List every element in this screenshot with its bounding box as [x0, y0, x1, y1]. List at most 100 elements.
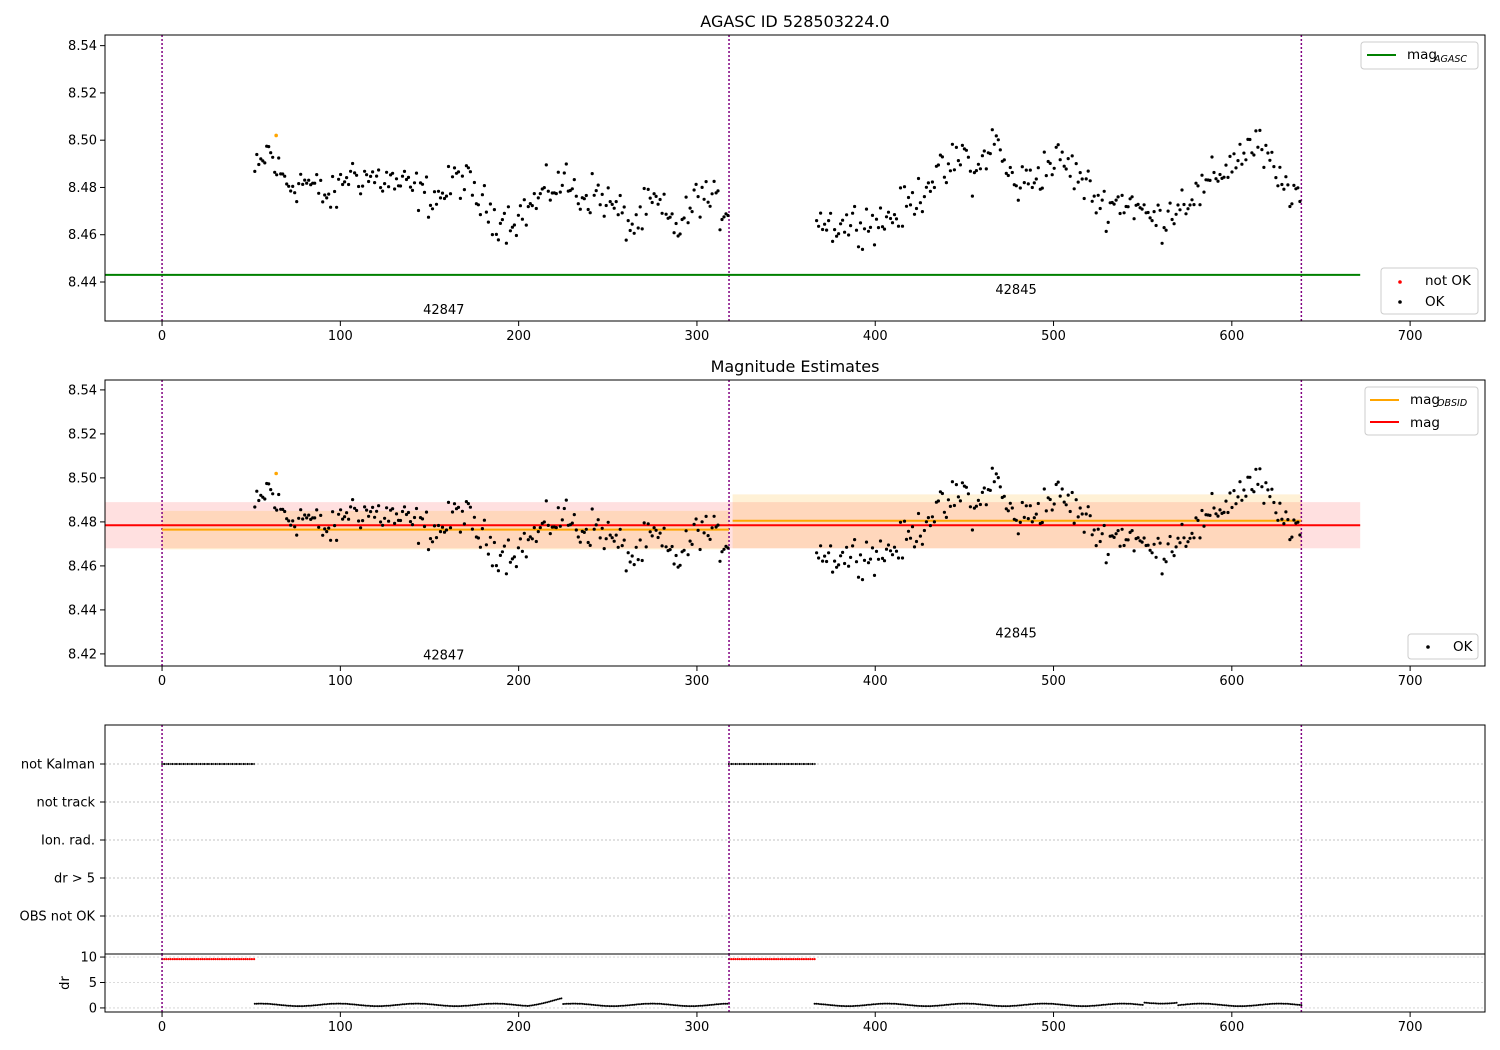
- x-tick-label: 500: [1041, 1020, 1066, 1035]
- ok-point: [464, 500, 468, 504]
- dr-point: [974, 1002, 977, 1005]
- high-dr-point: [770, 958, 773, 961]
- ok-point: [448, 526, 453, 530]
- ok-point: [554, 526, 558, 530]
- ok-point: [398, 518, 403, 523]
- dr-point: [474, 1003, 477, 1006]
- dr-point: [373, 1005, 376, 1008]
- ok-point: [1172, 554, 1176, 558]
- dr-point: [1150, 1002, 1153, 1005]
- dr-point: [542, 1002, 545, 1005]
- ok-point: [1032, 181, 1036, 185]
- dr-point: [1154, 1002, 1157, 1005]
- not-kalman-point: [730, 762, 733, 766]
- ok-point: [906, 529, 911, 533]
- dr-point: [451, 1005, 454, 1008]
- ok-point: [1152, 542, 1156, 546]
- ok-point: [718, 228, 722, 232]
- ok-point: [1142, 536, 1146, 540]
- ok-point: [1276, 184, 1280, 188]
- ok-point: [902, 185, 907, 189]
- dr-point: [630, 1004, 632, 1006]
- ok-point: [558, 524, 562, 528]
- dr-point: [612, 1005, 615, 1008]
- dr-point: [674, 1004, 677, 1007]
- dr-point: [712, 1003, 714, 1006]
- ok-point: [1250, 151, 1254, 155]
- dr-point: [396, 1003, 399, 1006]
- ok-point: [430, 540, 435, 544]
- ok-point: [726, 213, 730, 218]
- dr-point: [815, 1002, 818, 1005]
- dr-point: [726, 1002, 729, 1005]
- dr-point: [594, 1004, 597, 1007]
- ok-point: [303, 178, 307, 182]
- dr-point: [1008, 1005, 1010, 1008]
- ok-point: [988, 152, 992, 156]
- not-kalman-point: [787, 762, 791, 766]
- ok-point: [608, 533, 612, 537]
- ok-point: [1278, 501, 1282, 505]
- ok-point: [1060, 150, 1064, 154]
- not-kalman-point: [242, 762, 245, 766]
- panel-agasc-title: AGASC ID 528503224.0: [700, 12, 889, 31]
- ok-point: [317, 525, 321, 529]
- ok-point: [638, 205, 642, 209]
- dr-point: [260, 1002, 263, 1005]
- dr-point: [1161, 1002, 1164, 1005]
- dr-point: [414, 1002, 417, 1005]
- ok-point: [1178, 208, 1182, 212]
- high-dr-point: [180, 958, 183, 961]
- ok-point: [978, 502, 983, 507]
- dr-point: [701, 1004, 704, 1007]
- ok-point: [849, 555, 853, 560]
- ok-point: [526, 205, 530, 209]
- ok-point: [682, 216, 686, 220]
- ok-point: [1020, 500, 1024, 505]
- obsid-label: 42847: [423, 303, 464, 318]
- dr-point: [1298, 1003, 1301, 1006]
- legend-ok-swatch: [1398, 300, 1402, 304]
- ok-point: [291, 184, 295, 188]
- ok-point: [1054, 145, 1058, 149]
- ok-point: [586, 540, 590, 545]
- dr-point: [1040, 1002, 1042, 1005]
- ok-point: [1068, 174, 1072, 178]
- dr-point: [589, 1003, 591, 1006]
- dr-point: [382, 1005, 385, 1007]
- ok-point: [273, 170, 277, 174]
- ok-point: [277, 492, 281, 497]
- ok-point: [980, 490, 985, 494]
- x-tick-label: 0: [158, 674, 166, 689]
- ok-point: [438, 196, 443, 200]
- dr-point: [416, 1002, 418, 1005]
- legend-box-lower: [1407, 633, 1479, 660]
- ok-point: [1090, 199, 1094, 203]
- dr-point: [280, 1004, 283, 1007]
- dr-point: [993, 1004, 996, 1007]
- ok-point: [948, 169, 953, 173]
- ok-point: [259, 493, 263, 497]
- ok-point: [400, 174, 405, 178]
- ok-point: [898, 520, 903, 524]
- dr-point: [275, 1003, 278, 1006]
- ok-point: [626, 219, 630, 223]
- dr-point: [1114, 1002, 1117, 1005]
- ok-point: [910, 191, 915, 195]
- ok-point: [351, 161, 355, 166]
- dr-point: [457, 1005, 459, 1008]
- dr-point: [357, 1003, 360, 1006]
- dr-point: [471, 1004, 474, 1007]
- high-dr-point: [220, 958, 224, 961]
- x-tick-label: 700: [1398, 329, 1423, 344]
- ok-point: [990, 466, 994, 470]
- ok-point: [920, 210, 925, 214]
- dr-point: [1280, 1002, 1283, 1005]
- x-tick-label: 600: [1219, 1020, 1244, 1035]
- dr-point: [1223, 1004, 1226, 1007]
- ok-point: [1140, 540, 1144, 544]
- ok-point: [864, 207, 869, 211]
- dr-point: [872, 1003, 875, 1006]
- ok-point: [1170, 217, 1174, 222]
- high-dr-point: [208, 958, 211, 961]
